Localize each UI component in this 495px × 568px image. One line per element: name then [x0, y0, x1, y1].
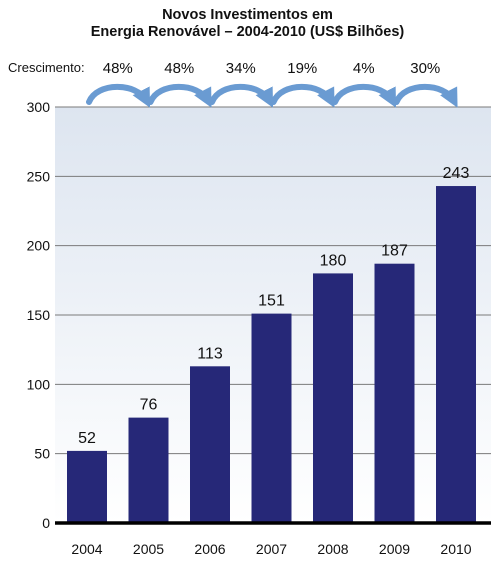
y-tick-label: 250 — [27, 168, 51, 184]
x-tick-label: 2004 — [71, 541, 102, 557]
data-label: 52 — [78, 430, 96, 447]
x-tick-label: 2009 — [379, 541, 410, 557]
x-tick-label: 2008 — [317, 541, 348, 557]
bar — [436, 186, 476, 524]
growth-rate-label: 30% — [410, 60, 440, 77]
bar — [67, 450, 107, 523]
growth-label: Crescimento: — [8, 60, 85, 75]
growth-rate-label: 48% — [164, 60, 194, 77]
bar — [374, 263, 415, 523]
data-label: 76 — [140, 397, 158, 414]
x-tick-label: 2005 — [133, 541, 164, 557]
growth-arrow — [393, 83, 458, 108]
data-label: 113 — [197, 345, 223, 362]
growth-rate-label: 34% — [226, 60, 256, 77]
bar — [128, 417, 169, 523]
bar — [251, 313, 292, 523]
bar — [313, 273, 353, 523]
data-label: 187 — [381, 243, 408, 260]
y-tick-label: 300 — [27, 99, 51, 115]
y-tick-label: 200 — [27, 238, 51, 254]
data-label: 243 — [443, 165, 470, 182]
data-label: 180 — [320, 252, 347, 269]
chart-title-line-2: Energia Renovável – 2004-2010 (US$ Bilhõ… — [90, 24, 405, 40]
growth-arrow — [86, 83, 151, 108]
growth-arrow — [270, 83, 335, 108]
growth-rate-label: 48% — [103, 60, 133, 77]
growth-rate-label: 19% — [287, 60, 317, 77]
data-label: 151 — [258, 293, 285, 310]
chart-title-line-1: Novos Investimentos em — [162, 7, 333, 23]
growth-arrow — [147, 83, 212, 108]
growth-arrow — [332, 83, 397, 108]
growth-arrow — [209, 83, 274, 108]
bar — [190, 366, 230, 523]
y-tick-label: 100 — [27, 376, 51, 392]
y-tick-label: 50 — [34, 446, 50, 462]
x-tick-label: 2006 — [194, 541, 225, 557]
y-tick-label: 150 — [27, 307, 51, 323]
y-tick-label: 0 — [42, 515, 50, 531]
x-tick-label: 2010 — [440, 541, 471, 557]
x-tick-label: 2007 — [256, 541, 287, 557]
growth-rate-label: 4% — [353, 60, 375, 77]
